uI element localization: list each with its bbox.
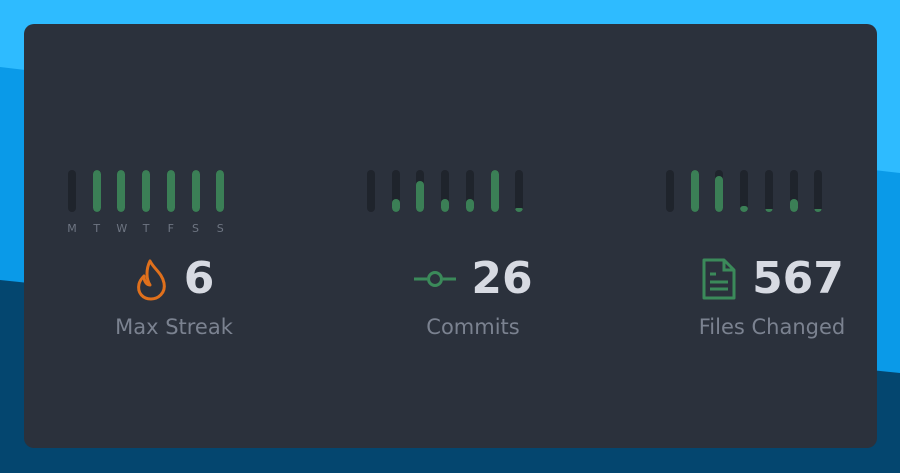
- git-commit-icon: [414, 271, 457, 287]
- flame-icon: [136, 259, 166, 301]
- day-bar-fill: [465, 199, 474, 212]
- streak-label: Max Streak: [115, 315, 233, 339]
- day-bar: [367, 170, 375, 212]
- day-bar-fill: [740, 205, 749, 212]
- day-bar: [416, 170, 425, 212]
- day-bar: [764, 170, 773, 212]
- commits-label: Commits: [426, 315, 520, 339]
- day-bar: [441, 170, 450, 212]
- day-bar-fill: [166, 170, 175, 212]
- files-changed-panel: 567 Files Changed: [622, 24, 900, 448]
- day-label: S: [216, 222, 224, 235]
- day-bar-fill: [690, 170, 699, 212]
- commits-value: 26: [471, 253, 533, 304]
- day-bar-fill: [391, 199, 400, 212]
- day-bar-fill: [490, 170, 499, 212]
- day-bar-fill: [515, 207, 524, 212]
- day-bar: [68, 170, 76, 212]
- day-bar: [515, 170, 524, 212]
- day-bar: [216, 170, 225, 212]
- day-bar-fill: [715, 176, 724, 212]
- day-bar: [117, 170, 126, 212]
- day-label: F: [167, 222, 174, 235]
- day-bar-fill: [216, 170, 225, 212]
- day-label: M: [67, 222, 77, 235]
- streak-bars: [24, 170, 324, 212]
- day-bar: [191, 170, 200, 212]
- day-bar-fill: [117, 170, 126, 212]
- stats-card: M T W T F S S 6 Max Streak 26 Commits 567 File…: [24, 24, 877, 448]
- day-label: S: [192, 222, 199, 235]
- day-bar: [465, 170, 474, 212]
- day-label: T: [93, 222, 101, 235]
- day-label: T: [142, 222, 150, 235]
- day-bar: [814, 170, 823, 212]
- day-bar-fill: [142, 170, 151, 212]
- commits-bars: [323, 170, 623, 212]
- day-bar: [92, 170, 101, 212]
- day-bar-fill: [764, 209, 773, 212]
- day-bar-fill: [416, 180, 425, 212]
- day-bar-fill: [92, 170, 101, 212]
- files-bars: [622, 170, 900, 212]
- day-label: W: [116, 222, 128, 235]
- commits-panel: 26 Commits: [323, 24, 623, 448]
- files-label: Files Changed: [698, 315, 846, 339]
- day-bar-fill: [191, 170, 200, 212]
- max-streak-panel: M T W T F S S 6 Max Streak: [24, 24, 324, 448]
- day-bar-fill: [789, 199, 798, 212]
- day-bar-fill: [441, 199, 450, 212]
- file-icon: [702, 258, 736, 300]
- day-bar-fill: [814, 209, 823, 212]
- files-value: 567: [752, 253, 844, 304]
- day-bar: [666, 170, 674, 212]
- day-bar: [142, 170, 151, 212]
- day-bar: [789, 170, 798, 212]
- day-bar: [391, 170, 400, 212]
- day-bar: [166, 170, 175, 212]
- day-bar: [690, 170, 699, 212]
- day-bar: [740, 170, 749, 212]
- day-bar: [490, 170, 499, 212]
- streak-value: 6: [183, 253, 215, 304]
- day-bar: [715, 170, 724, 212]
